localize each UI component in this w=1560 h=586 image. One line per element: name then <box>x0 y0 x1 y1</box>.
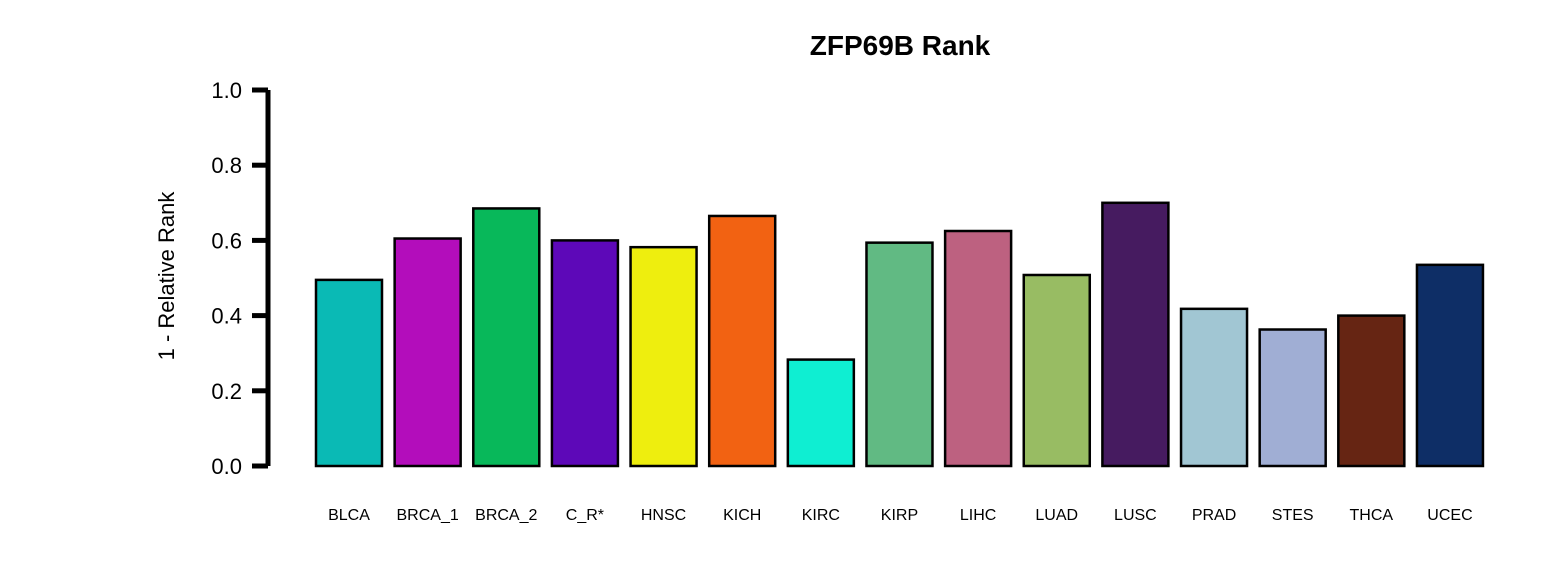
x-tick-label: KICH <box>723 507 761 524</box>
bar-prad <box>1179 307 1249 468</box>
y-tick-label: 0.2 <box>211 379 242 404</box>
y-axis-label: 1 - Relative Rank <box>154 191 179 361</box>
y-tick-label: 0.4 <box>211 304 242 329</box>
x-tick-label: LIHC <box>960 507 996 524</box>
bar-kirp <box>865 241 934 468</box>
x-tick-label: PRAD <box>1192 507 1236 524</box>
bar-stes <box>1258 328 1327 468</box>
bar-kich <box>707 214 777 468</box>
bars-group <box>314 201 1485 468</box>
bar-hnsc <box>629 245 698 468</box>
x-tick-labels: BLCA BRCA_1 BRCA_2 C_R* HNSC KICH KIRC KIRP LIHC… <box>328 507 1473 524</box>
bar-blca <box>314 278 384 468</box>
bar-luad <box>1022 273 1092 468</box>
x-tick-label: BRCA_1 <box>397 507 459 524</box>
x-tick-label: KIRP <box>881 507 918 524</box>
y-tick-label: 0.6 <box>211 228 242 253</box>
x-tick-label: STES <box>1272 507 1314 524</box>
bar-brca-1 <box>393 237 462 468</box>
bar-thca <box>1337 314 1406 468</box>
bar-c-r <box>550 239 620 468</box>
chart-title: ZFP69B Rank <box>810 30 991 61</box>
x-tick-label: C_R* <box>566 507 604 524</box>
x-tick-label: UCEC <box>1427 507 1472 524</box>
y-tick-label: 1.0 <box>211 78 242 103</box>
y-tick-label: 0.8 <box>211 153 242 178</box>
x-tick-label: THCA <box>1350 507 1394 524</box>
x-tick-label: LUAD <box>1035 507 1078 524</box>
x-tick-label: LUSC <box>1114 507 1157 524</box>
bar-lihc <box>943 229 1013 468</box>
bar-kirc <box>786 358 856 468</box>
bar-ucec <box>1415 263 1485 468</box>
bar-brca-2 <box>472 207 541 468</box>
x-tick-label: HNSC <box>641 507 686 524</box>
x-tick-label: KIRC <box>802 507 840 524</box>
y-tick-label: 0.0 <box>211 454 242 479</box>
x-tick-label: BRCA_2 <box>475 507 537 524</box>
x-tick-label: BLCA <box>328 507 370 524</box>
bar-lusc <box>1101 201 1170 468</box>
y-axis: 0.0 0.2 0.4 0.6 0.8 1.0 <box>211 78 271 479</box>
